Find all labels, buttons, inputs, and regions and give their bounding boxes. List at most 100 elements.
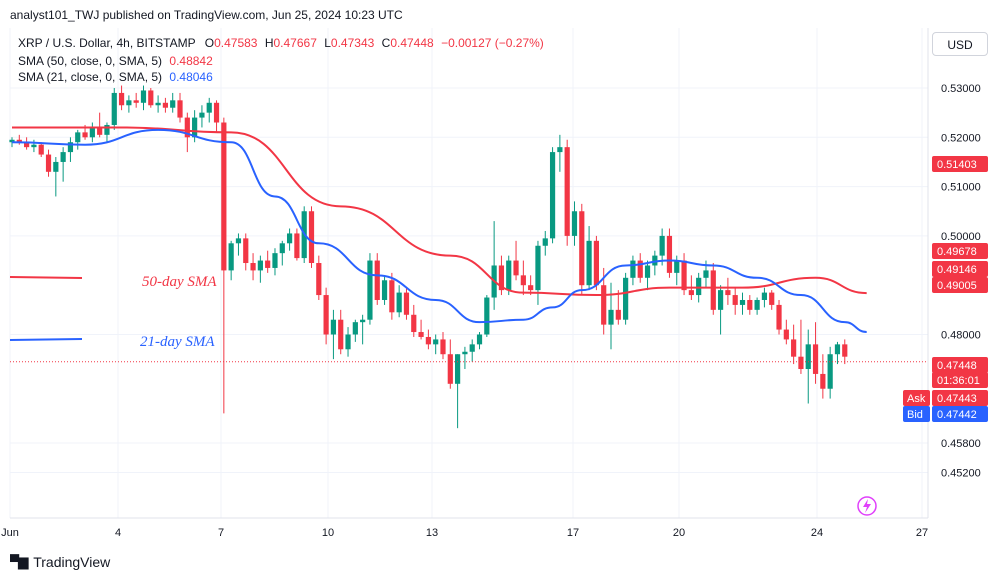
candle [221,117,227,414]
price-tag: 0.47448 [932,357,988,373]
price-tag: 0.49005 [932,277,988,293]
candle [162,97,169,113]
candle [228,240,234,281]
candle [38,142,44,158]
candle [53,157,59,197]
candle [455,354,461,429]
x-tick-label: Jun [1,527,19,539]
price-tag: 0.49678 [932,243,988,259]
candle [805,329,811,404]
candle [199,105,205,128]
candle [681,253,687,296]
candle [769,290,775,310]
x-tick-label: 13 [426,527,438,539]
candle [279,240,285,266]
candle [791,324,797,365]
candle [24,137,30,150]
candle [235,233,242,256]
candle [586,226,592,291]
candle [286,228,293,251]
candle [754,297,760,315]
x-tick-label: 7 [218,527,224,539]
y-tick-label: 0.48000 [941,330,981,342]
candle [630,255,636,286]
symbol-label[interactable]: XRP / U.S. Dollar, 4h, BITSTAMP [18,36,196,50]
y-tick-label: 0.45800 [941,438,981,450]
candle [111,88,117,130]
tradingview-logo-icon: ▀▆ [10,554,28,569]
candle [265,250,271,273]
close-value: 0.47448 [390,36,434,50]
y-tick-label: 0.50000 [941,231,981,243]
candle [440,332,446,360]
candle [345,327,351,357]
sma-layer [11,126,867,334]
candle [557,134,563,172]
sma21-annotation: 21-day SMA [140,334,215,350]
candle [644,260,651,291]
price-tag: 0.47442 [932,406,988,422]
candle [666,228,673,278]
price-tags: 0.51403 0.49678 0.49146 0.49005 0.47448 01:36… [903,156,988,422]
sma21-legend[interactable]: SMA (21, close, 0, SMA, 5) 0.48046 [18,70,213,84]
x-tick-label: 4 [115,527,121,539]
candle [330,309,337,360]
candle [177,92,183,123]
candle [367,253,373,325]
candle [97,112,103,138]
candle [710,263,716,315]
y-tick-label: 0.52000 [941,132,981,144]
candle [725,277,731,305]
candle [476,332,483,350]
x-tick-label: 10 [322,527,334,539]
candle [827,346,833,399]
bid-label: Bid [903,406,930,422]
sma21-line [11,128,867,334]
candle [389,272,395,320]
x-tick-label: 24 [811,527,823,539]
candle [433,334,439,355]
sma50-legend[interactable]: SMA (50, close, 0, SMA, 5) 0.48842 [18,54,213,68]
high-value: 0.47667 [273,36,317,50]
price-tag-text: 0.49005 [937,280,977,292]
sma50-value: 0.48842 [169,54,213,68]
candle [615,290,621,325]
price-chart[interactable]: 0.53000 0.52000 0.51000 0.50000 0.48000 0.458… [0,0,1003,548]
price-tag-text: 0.47448 [937,360,977,372]
candle [213,100,220,133]
sma21-value: 0.48046 [169,70,213,84]
candle [148,88,154,108]
candle [506,255,512,296]
candle [842,339,848,365]
y-tick-label: 0.51000 [941,182,981,194]
candle [155,95,161,113]
currency-button[interactable]: USD [932,32,988,56]
ask-label-text: Ask [907,393,926,405]
footer-brand: ▀▆ TradingView [10,554,111,570]
candle [520,260,526,296]
candle [206,97,212,123]
candle [535,240,541,305]
price-tag-text: 0.51403 [937,159,977,171]
x-tick-label: 17 [567,527,579,539]
candle [381,275,388,305]
candle [89,122,95,143]
candle [579,203,585,296]
candle [126,95,132,113]
candle [469,339,475,362]
price-tag: 0.49146 [932,261,988,277]
lightning-icon[interactable] [857,496,877,516]
candle [659,228,665,266]
grid-lines [9,28,928,518]
candle [623,272,629,325]
candle [411,304,417,337]
price-tag-text: 0.49678 [937,246,977,258]
candle [739,292,746,315]
candle [294,228,300,261]
x-tick-label: 27 [916,527,928,539]
candle [652,250,658,276]
sma21-annotation-line [9,338,83,341]
sma50-line [11,126,867,297]
candle [418,319,424,340]
candle [243,233,249,271]
